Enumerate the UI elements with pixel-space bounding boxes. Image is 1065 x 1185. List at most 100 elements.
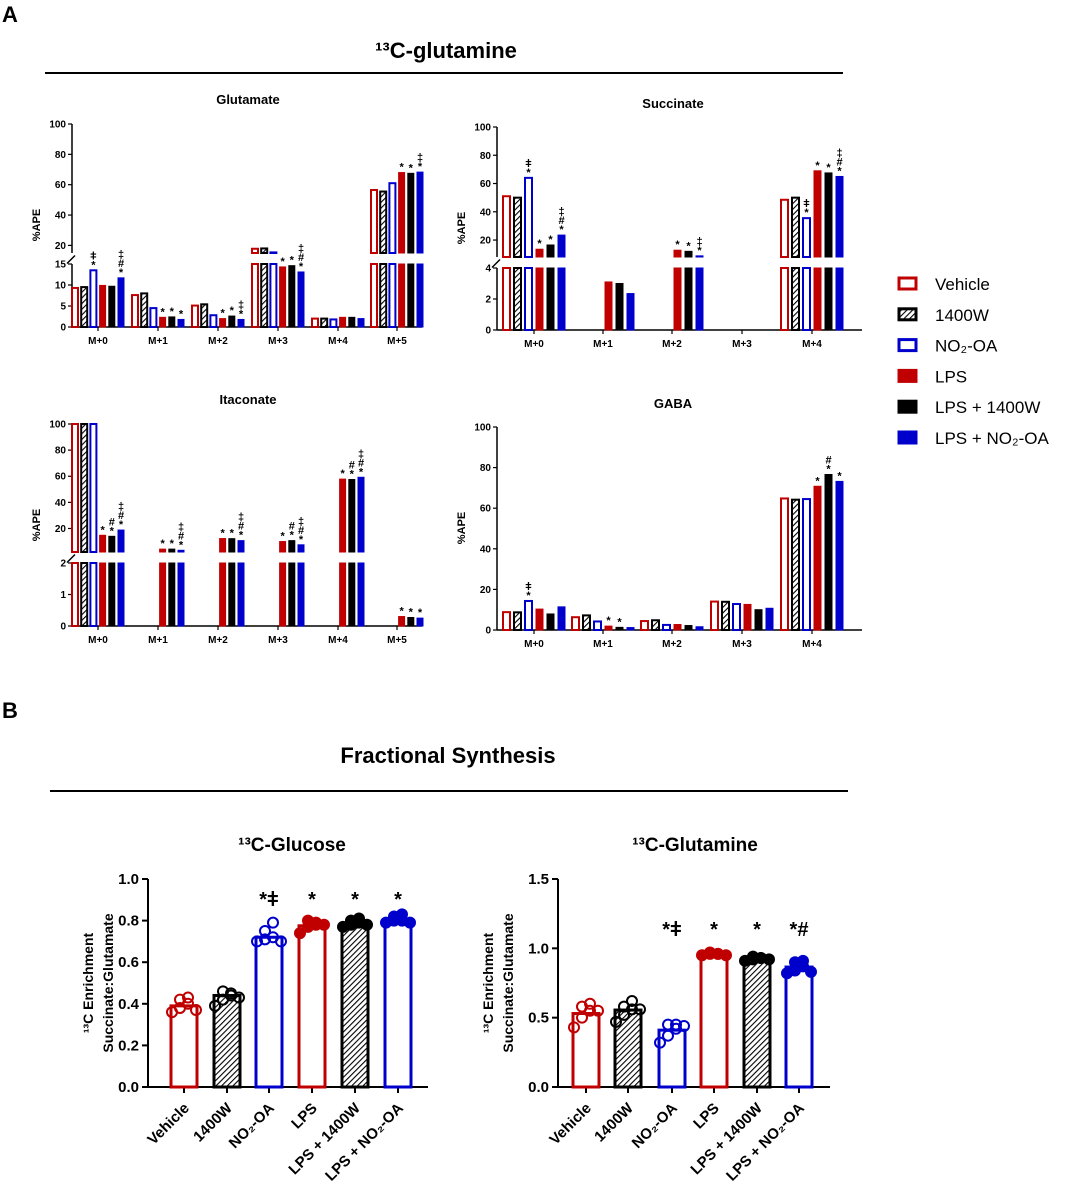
legend-label: NO₂-OA (935, 337, 998, 356)
bar-lps (743, 603, 752, 631)
bar-vehicle (710, 600, 719, 632)
axis-break-mark (66, 254, 76, 265)
bar-lps (398, 263, 406, 328)
data-point (618, 1008, 630, 1021)
legend-label: 1400W (935, 306, 989, 325)
bar-no-oa (802, 498, 811, 631)
bar-vehicle (370, 263, 378, 328)
data-point (610, 1015, 622, 1028)
bar-lps-1400w (108, 285, 116, 328)
significance-mark: * (826, 464, 831, 476)
bar-1400w (320, 317, 329, 329)
chart-title: Glutamate (216, 92, 280, 107)
bar-1400w (651, 619, 660, 631)
data-point (568, 1021, 580, 1034)
bar-lps-1400w (824, 267, 833, 331)
legend-swatch (897, 399, 918, 414)
bar-lps-1400w (108, 562, 116, 627)
bar-lps (813, 267, 822, 331)
bar-lps-1400w (684, 250, 693, 258)
x-tick-label: M+4 (328, 635, 348, 646)
y-tick-label: 20 (55, 524, 67, 535)
significance-mark: * (697, 245, 702, 257)
legend-label: LPS + NO₂-OA (935, 429, 1049, 448)
y-axis-label: Succinate:Glutamate (100, 913, 116, 1052)
bar-lps (159, 562, 167, 627)
bar-lps (535, 608, 544, 631)
bar-1400w (513, 196, 522, 258)
bar-lps-no-oa (297, 562, 305, 627)
bar-1400w (513, 611, 522, 631)
y-tick-label: 15 (55, 260, 67, 271)
y-axis-label: %APE (31, 209, 43, 241)
significance-mark: * (299, 261, 304, 273)
significance-mark: * (350, 469, 355, 481)
bar-lps-1400w (348, 316, 356, 328)
bar-lps-1400w (168, 562, 176, 627)
bar-vehicle (311, 317, 319, 329)
significance-mark: ‡ (298, 516, 304, 528)
significance-mark: * (526, 167, 531, 179)
bar-vehicle (502, 195, 511, 259)
y-tick-label: 20 (55, 241, 67, 252)
significance-mark: * (394, 889, 402, 911)
bar-lps-no-oa (237, 540, 245, 553)
x-tick-label: Vehicle (546, 1100, 595, 1149)
y-tick-label: 4 (485, 264, 491, 275)
y-tick-label: 0.0 (528, 1079, 549, 1096)
significance-mark: *# (790, 919, 809, 941)
significance-mark: * (230, 528, 235, 540)
bar-lps-1400w (754, 609, 763, 631)
legend-label: LPS + 1400W (935, 398, 1040, 417)
significance-mark: * (119, 267, 124, 279)
y-tick-label: 60 (55, 472, 67, 483)
significance-mark: * (220, 528, 225, 540)
significance-mark: * (399, 606, 404, 618)
y-tick-label: 20 (480, 236, 492, 247)
bar-lps-1400w (615, 626, 624, 631)
bar-lps-no-oa (557, 606, 566, 631)
significance-mark: * (280, 531, 285, 543)
chart-title: ¹³C-Glucose (238, 835, 346, 856)
bar-lps-no-oa (695, 267, 704, 331)
significance-mark: *ǂ (259, 889, 278, 911)
bar-vehicle (71, 423, 79, 553)
y-tick-label: 0 (485, 326, 491, 337)
bar-lps-1400w (824, 474, 833, 631)
x-tick-label: M+5 (387, 635, 407, 646)
legend-label: LPS (935, 367, 967, 386)
significance-mark: ‡ (118, 501, 124, 513)
bar-1400w (791, 196, 800, 258)
significance-mark: ‡ (696, 236, 702, 248)
bar-1400w (200, 303, 209, 329)
significance-mark: * (548, 234, 553, 246)
bar-lps-1400w (407, 263, 415, 328)
y-tick-label: 2 (60, 559, 66, 570)
significance-mark: * (160, 538, 165, 550)
bar-lps (339, 562, 347, 627)
bar-lps (279, 266, 287, 328)
y-tick-label: 0.6 (118, 954, 139, 971)
data-point (678, 1019, 690, 1032)
bar-1400w (379, 263, 388, 328)
bar-no-oa (388, 182, 397, 254)
bar-lps-1400w (615, 283, 624, 331)
significance-mark: # (358, 457, 364, 469)
significance-mark: ǂ (803, 198, 809, 210)
significance-mark: * (179, 539, 184, 551)
y-tick-label: 10 (55, 281, 67, 292)
y-tick-label: 60 (480, 504, 492, 515)
panel-label-b: B (2, 698, 18, 723)
bar-vehicle (780, 267, 789, 331)
data-point (396, 908, 408, 921)
bar-lps (99, 284, 107, 328)
data-point (654, 1036, 666, 1049)
bar-lps-1400w (228, 538, 236, 553)
significance-mark: # (118, 258, 124, 270)
bar-lps (673, 624, 682, 631)
y-tick-label: 1 (60, 590, 66, 601)
legend-item: LPS (897, 367, 967, 386)
bar-lps-no-oa (626, 627, 635, 631)
y-axis-label: ¹³C Enrichment (80, 932, 96, 1033)
bar-1400w (513, 267, 522, 331)
